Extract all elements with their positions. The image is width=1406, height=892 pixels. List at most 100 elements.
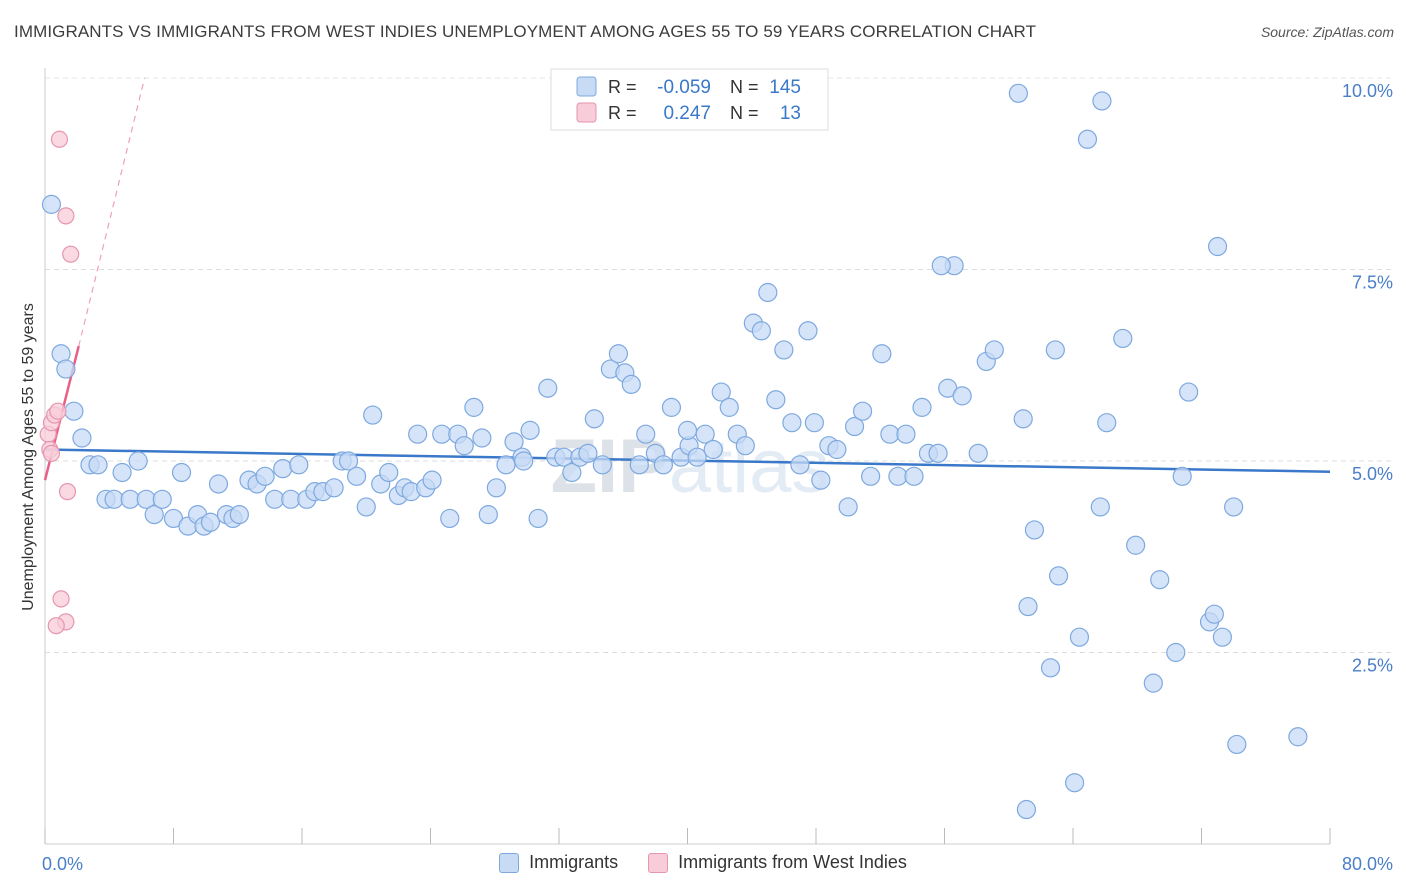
point-immigrants bbox=[88, 455, 108, 475]
bottom-legend-item-immigrants[interactable]: Immigrants bbox=[499, 852, 618, 873]
point-immigrants bbox=[584, 409, 604, 429]
point-immigrants bbox=[861, 466, 881, 486]
point-immigrants bbox=[1016, 799, 1037, 820]
point-immigrants bbox=[766, 390, 786, 410]
point-immigrants bbox=[1224, 497, 1244, 517]
point-immigrants bbox=[852, 401, 873, 421]
point-west-indies bbox=[62, 245, 80, 263]
point-immigrants bbox=[265, 489, 285, 509]
point-immigrants bbox=[896, 424, 916, 444]
point-west-indies bbox=[50, 130, 69, 148]
legend-swatch-pink bbox=[576, 102, 597, 123]
point-immigrants bbox=[379, 462, 399, 483]
point-immigrants bbox=[790, 455, 810, 475]
point-immigrants bbox=[621, 374, 641, 394]
point-immigrants bbox=[703, 439, 723, 460]
point-immigrants bbox=[844, 416, 865, 437]
y-tick-label: 2.5% bbox=[1352, 656, 1393, 676]
point-immigrants bbox=[171, 462, 192, 483]
bottom-legend: Immigrants Immigrants from West Indies bbox=[0, 852, 1406, 873]
point-west-indies bbox=[58, 483, 77, 501]
point-immigrants bbox=[454, 436, 474, 456]
y-tick-label: 7.5% bbox=[1352, 273, 1393, 293]
point-immigrants bbox=[144, 505, 164, 525]
point-immigrants bbox=[72, 428, 92, 448]
point-immigrants bbox=[347, 466, 367, 486]
point-immigrants bbox=[677, 420, 698, 440]
point-immigrants bbox=[608, 344, 629, 364]
point-immigrants bbox=[208, 474, 229, 494]
point-immigrants bbox=[496, 455, 516, 475]
point-immigrants bbox=[798, 321, 818, 341]
point-immigrants bbox=[578, 443, 598, 463]
point-immigrants bbox=[735, 436, 755, 456]
point-immigrants bbox=[1008, 83, 1028, 103]
point-immigrants bbox=[200, 512, 221, 532]
point-immigrants bbox=[64, 401, 84, 421]
stats-legend: R = -0.059 N = 145 R = 0.247 N = 13 bbox=[550, 68, 829, 131]
point-immigrants bbox=[528, 508, 548, 529]
legend-pink-r-value: 0.247 bbox=[663, 103, 711, 124]
point-immigrants bbox=[464, 397, 484, 417]
point-immigrants bbox=[432, 424, 452, 444]
point-immigrants bbox=[1048, 566, 1069, 586]
point-immigrants bbox=[1045, 340, 1065, 360]
point-immigrants bbox=[1092, 91, 1112, 111]
point-immigrants bbox=[751, 321, 771, 341]
bottom-legend-item-west-indies[interactable]: Immigrants from West Indies bbox=[648, 852, 907, 873]
grid-layer bbox=[45, 77, 1395, 653]
legend-blue-r-value: -0.059 bbox=[657, 77, 711, 98]
legend-swatch-west-indies bbox=[648, 852, 669, 873]
point-immigrants bbox=[289, 455, 309, 475]
legend-blue-n-label: N = bbox=[730, 77, 759, 97]
point-immigrants bbox=[1077, 129, 1098, 149]
points-layer bbox=[39, 83, 1308, 820]
point-immigrants bbox=[1212, 627, 1232, 647]
source-label: Source: ZipAtlas.com bbox=[1260, 24, 1394, 40]
point-immigrants bbox=[478, 505, 498, 525]
point-immigrants bbox=[422, 470, 442, 490]
point-immigrants bbox=[1227, 734, 1247, 755]
point-immigrants bbox=[338, 451, 359, 471]
point-immigrants bbox=[952, 386, 972, 406]
point-immigrants bbox=[56, 359, 76, 379]
point-immigrants bbox=[1090, 497, 1110, 517]
point-immigrants bbox=[661, 397, 682, 417]
point-immigrants bbox=[811, 470, 831, 490]
point-immigrants bbox=[408, 424, 428, 444]
point-immigrants bbox=[711, 382, 731, 402]
point-immigrants bbox=[324, 478, 344, 498]
point-immigrants bbox=[1172, 466, 1192, 486]
point-immigrants bbox=[1040, 658, 1061, 678]
point-immigrants bbox=[888, 466, 908, 486]
point-immigrants bbox=[774, 340, 794, 360]
point-immigrants bbox=[1204, 604, 1224, 624]
point-west-indies bbox=[57, 207, 75, 225]
point-immigrants bbox=[363, 405, 383, 425]
point-immigrants bbox=[968, 443, 988, 463]
point-immigrants bbox=[1150, 570, 1170, 590]
y-axis-title: Unemployment Among Ages 55 to 59 years bbox=[20, 303, 37, 611]
point-west-indies bbox=[49, 402, 67, 420]
point-immigrants bbox=[912, 397, 932, 417]
trendline-west-indies-extension bbox=[78, 77, 146, 347]
point-immigrants bbox=[538, 378, 558, 398]
point-immigrants bbox=[1097, 413, 1117, 433]
point-immigrants bbox=[1126, 535, 1146, 555]
point-immigrants bbox=[931, 256, 951, 276]
point-immigrants bbox=[514, 451, 534, 471]
point-immigrants bbox=[653, 455, 674, 475]
y-tick-label: 10.0% bbox=[1342, 81, 1393, 101]
chart-title: IMMIGRANTS VS IMMIGRANTS FROM WEST INDIE… bbox=[14, 22, 1037, 41]
point-immigrants bbox=[636, 424, 656, 444]
point-immigrants bbox=[273, 459, 293, 479]
point-immigrants bbox=[872, 344, 892, 364]
point-immigrants bbox=[719, 397, 739, 417]
legend-pink-n-label: N = bbox=[730, 103, 759, 123]
y-tick-label: 5.0% bbox=[1352, 464, 1393, 484]
point-immigrants bbox=[486, 478, 506, 498]
point-immigrants bbox=[782, 413, 802, 433]
point-immigrants bbox=[104, 489, 124, 509]
point-immigrants bbox=[281, 489, 301, 509]
